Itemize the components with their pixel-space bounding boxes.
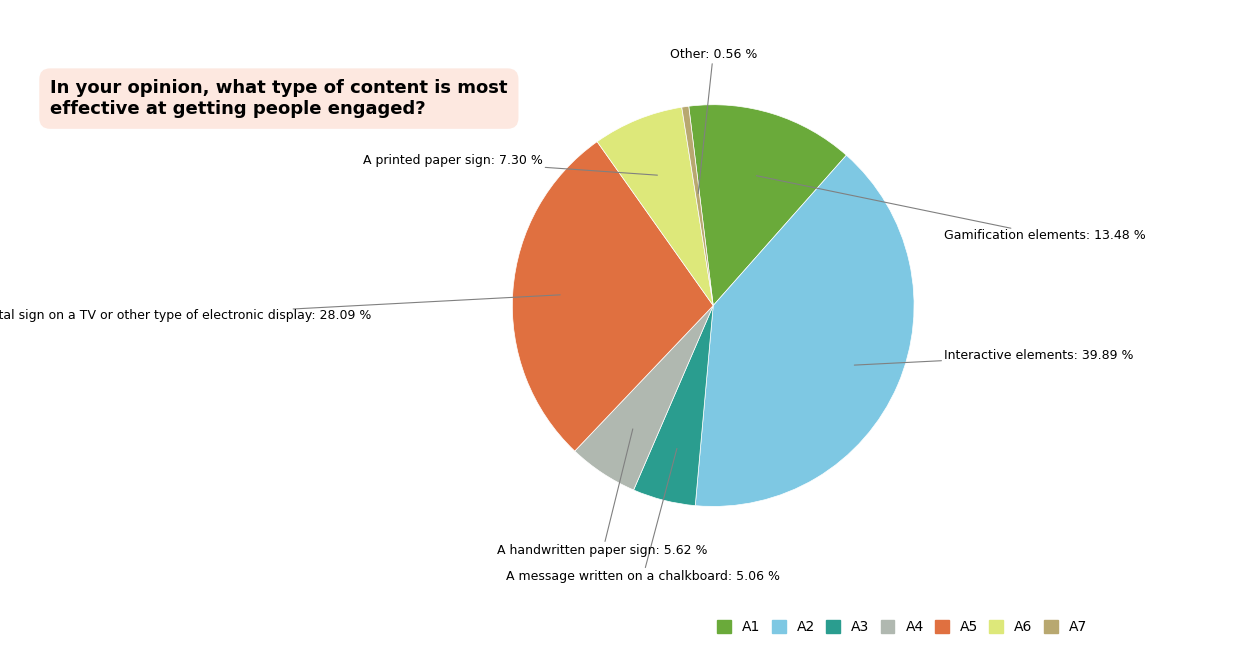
Text: In your opinion, what type of content is most
effective at getting people engage: In your opinion, what type of content is…: [50, 79, 507, 118]
Wedge shape: [634, 306, 713, 506]
Text: A handwritten paper sign: 5.62 %: A handwritten paper sign: 5.62 %: [497, 429, 708, 557]
Text: Interactive elements: 39.89 %: Interactive elements: 39.89 %: [855, 349, 1134, 365]
Text: A digital sign on a TV or other type of electronic display: 28.09 %: A digital sign on a TV or other type of …: [0, 295, 560, 322]
Wedge shape: [598, 107, 713, 306]
Wedge shape: [682, 106, 713, 306]
Wedge shape: [695, 155, 915, 506]
Text: Gamification elements: 13.48 %: Gamification elements: 13.48 %: [757, 176, 1146, 242]
Text: A printed paper sign: 7.30 %: A printed paper sign: 7.30 %: [362, 154, 658, 175]
Wedge shape: [575, 306, 713, 490]
Legend: A1, A2, A3, A4, A5, A6, A7: A1, A2, A3, A4, A5, A6, A7: [712, 614, 1093, 640]
Text: A message written on a chalkboard: 5.06 %: A message written on a chalkboard: 5.06 …: [506, 448, 779, 583]
Text: Other: 0.56 %: Other: 0.56 %: [669, 48, 757, 193]
Wedge shape: [512, 142, 713, 451]
Wedge shape: [689, 105, 846, 306]
